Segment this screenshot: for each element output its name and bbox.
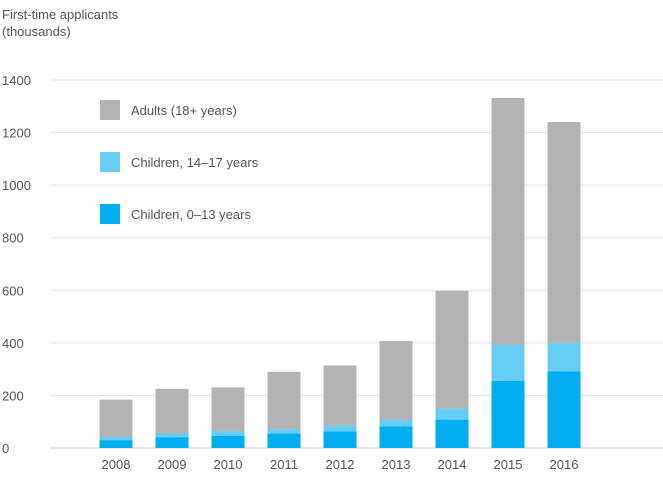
y-axis-title-line-1: First-time applicants [2, 7, 119, 22]
bar-segment-children-14-17-2015 [491, 344, 525, 381]
bar-segment-children-14-17-2014 [435, 408, 469, 420]
legend-swatch [100, 100, 120, 120]
bar-segment-children-0-13-2015 [491, 380, 525, 448]
bar-segment-children-14-17-2009 [155, 433, 189, 438]
y-tick-label: 0 [2, 441, 9, 456]
bar-segment-adults-2010 [211, 387, 245, 431]
x-tick-label: 2012 [326, 457, 355, 472]
bar-segment-children-14-17-2012 [323, 425, 357, 432]
bar-segment-adults-2011 [267, 371, 301, 430]
y-tick-label: 1000 [2, 178, 31, 193]
x-tick-label: 2009 [158, 457, 187, 472]
y-tick-label: 800 [2, 231, 24, 246]
y-tick-label: 1200 [2, 126, 31, 141]
x-tick-label: 2016 [550, 457, 579, 472]
bar-segment-children-0-13-2008 [99, 440, 133, 448]
bar-segment-children-0-13-2013 [379, 426, 413, 448]
bar-segment-children-0-13-2016 [547, 371, 581, 448]
bar-segment-adults-2015 [491, 97, 525, 345]
bar-segment-adults-2014 [435, 290, 469, 409]
bar-segment-children-14-17-2008 [99, 436, 133, 441]
x-tick-label: 2015 [494, 457, 523, 472]
y-tick-label: 600 [2, 283, 24, 298]
x-tick-label: 2013 [382, 457, 411, 472]
y-tick-label: 1400 [2, 73, 31, 88]
bar-segment-children-14-17-2011 [267, 429, 301, 434]
bar-segment-adults-2016 [547, 122, 581, 343]
bar-segment-children-14-17-2016 [547, 342, 581, 372]
x-axis-ticks: 2008 2009 2010 2011 2012 2013 2014 2015 2016 [102, 457, 579, 472]
gridlines [50, 79, 663, 449]
x-tick-label: 2010 [214, 457, 243, 472]
y-axis-title-line-2: (thousands) [2, 24, 71, 39]
bar-segment-children-0-13-2010 [211, 435, 245, 448]
bar-segment-adults-2009 [155, 388, 189, 434]
bar-segment-adults-2013 [379, 341, 413, 420]
x-tick-label: 2008 [102, 457, 131, 472]
y-axis-ticks: 0 200 400 600 800 1000 1200 1400 [2, 73, 31, 456]
bar-segment-adults-2008 [99, 399, 133, 437]
bar-segment-children-0-13-2011 [267, 433, 301, 448]
legend-swatch [100, 152, 120, 172]
legend-label: Adults (18+ years) [131, 103, 237, 118]
legend-label: Children, 14–17 years [131, 155, 259, 170]
bar-segment-children-0-13-2014 [435, 419, 469, 448]
legend: Adults (18+ years) Children, 14–17 years C… [100, 100, 259, 224]
bars [99, 97, 581, 448]
bar-segment-children-14-17-2013 [379, 419, 413, 427]
x-tick-label: 2014 [438, 457, 467, 472]
bar-segment-adults-2012 [323, 365, 357, 426]
x-tick-label: 2011 [270, 457, 298, 472]
bar-segment-children-14-17-2010 [211, 430, 245, 436]
legend-swatch [100, 204, 120, 224]
y-tick-label: 200 [2, 388, 24, 403]
y-tick-label: 400 [2, 336, 24, 351]
legend-label: Children, 0–13 years [131, 207, 251, 222]
bar-segment-children-0-13-2009 [155, 437, 189, 448]
bar-segment-children-0-13-2012 [323, 431, 357, 448]
